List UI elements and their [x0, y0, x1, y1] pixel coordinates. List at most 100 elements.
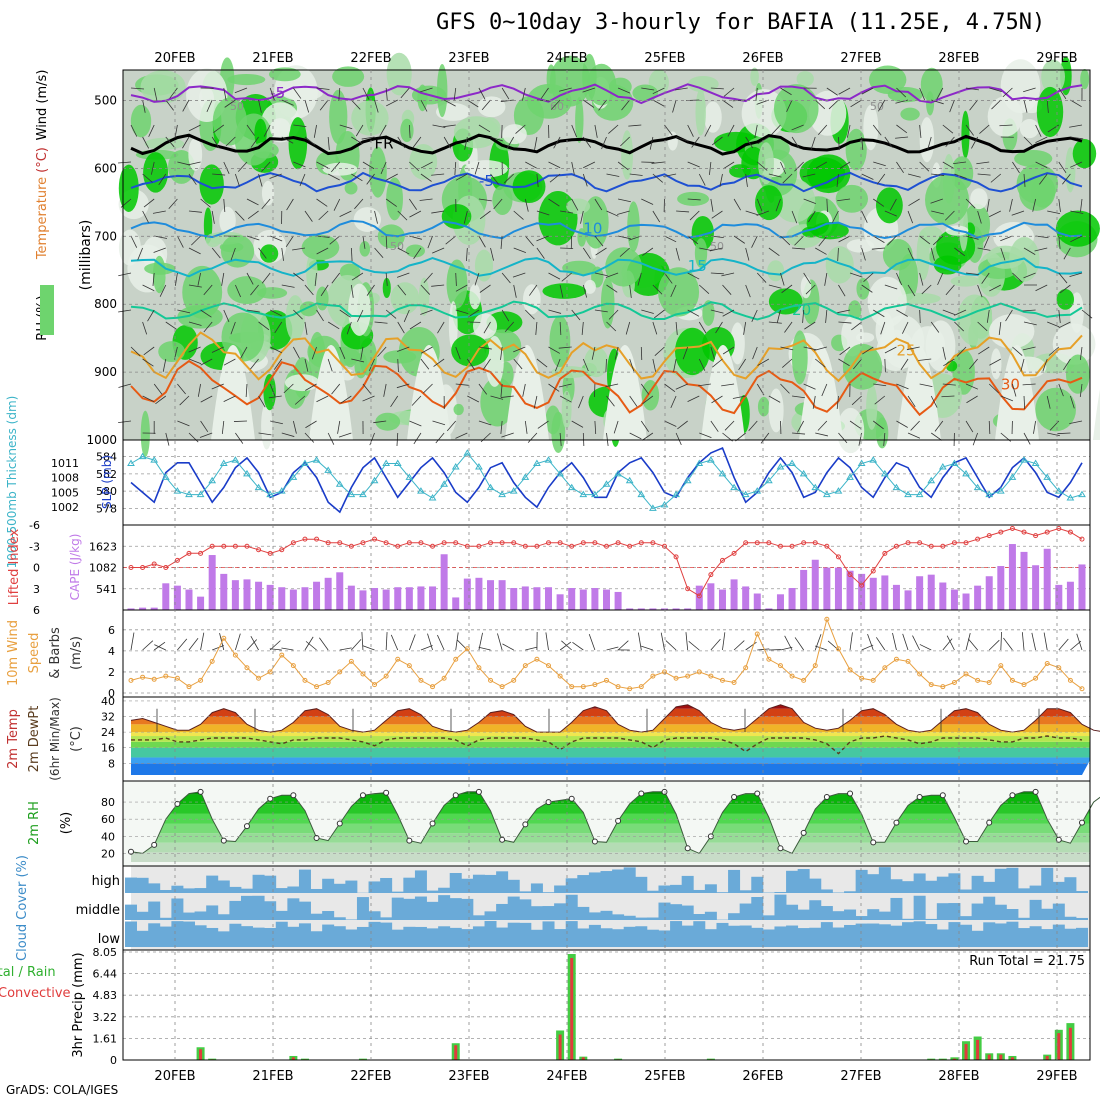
rh-point	[268, 796, 273, 801]
wind-axis-label: Wind (m/s)	[35, 70, 50, 141]
cloud-cover-bar	[334, 917, 346, 920]
cape-bar	[278, 587, 285, 610]
cloud-cover-bar	[322, 911, 334, 920]
temp-axis-label-2: 2m DewPt	[27, 706, 42, 773]
precip-convective-bar	[559, 1035, 562, 1060]
cloud-cover-bar	[786, 905, 798, 920]
wind10m-barb	[943, 639, 952, 650]
rh-shade	[925, 175, 969, 225]
wind10m-barb	[618, 641, 628, 650]
rh-shade	[442, 204, 472, 229]
temp-band	[123, 717, 1090, 725]
precip-convective-bar	[1069, 1028, 1072, 1060]
cloud-cover-bar	[856, 924, 868, 947]
cloud-cover-bar	[821, 906, 833, 920]
cloud-cover-bar	[890, 926, 902, 947]
cloud-cover-bar	[601, 871, 613, 893]
cloud-cover-bar	[369, 881, 381, 893]
cape-bar	[870, 578, 877, 610]
rh-shade	[989, 314, 1034, 348]
cloud-cover-bar	[1053, 904, 1065, 920]
cloud-cover-bar	[380, 878, 392, 893]
rh-point	[755, 791, 760, 796]
wind10m-axis-label-4: (m/s)	[69, 636, 84, 670]
rh-shade	[621, 130, 633, 179]
isotherm-label: 20	[792, 301, 811, 319]
cloud-cover-bar	[751, 897, 763, 920]
cloud-cover-bar	[148, 923, 160, 947]
isotherm-label: 25	[896, 342, 915, 360]
cloud-cover-bar	[705, 912, 717, 920]
cape-bar	[533, 587, 540, 610]
rh-shade	[492, 185, 512, 215]
rh-shade	[478, 96, 506, 117]
rh-shade	[1073, 139, 1096, 168]
cloud-cover-bar	[960, 890, 972, 893]
cloud-cover-bar	[612, 914, 624, 920]
cloud-cover-bar	[369, 911, 381, 920]
cape-bar	[255, 582, 262, 610]
thickness-point	[708, 457, 714, 462]
cloud-cover-bar	[461, 899, 473, 920]
cloud-cover-bar	[438, 888, 450, 893]
cloud-cover-bar	[1006, 922, 1018, 947]
rh2m-axis-label-1: 2m RH	[27, 801, 42, 845]
cloud-cover-bar	[496, 871, 508, 893]
cloud-cover-bar	[160, 918, 172, 920]
cloud-cover-bar	[693, 890, 705, 893]
cloud-cover-bar	[287, 927, 299, 947]
rh-point	[221, 838, 226, 843]
rh-shade	[926, 91, 934, 115]
cloud-cover-bar	[496, 904, 508, 920]
wind10m-barb	[1022, 632, 1024, 650]
cloud-cover-bar	[890, 879, 902, 893]
cloud-cover-bar	[345, 919, 357, 920]
cloud-cover-bar	[543, 906, 555, 920]
cloud-cover-bar	[670, 921, 682, 947]
cloud-cover-bar	[867, 909, 879, 920]
cloud-cover-bar	[705, 884, 717, 893]
cloud-cover-bar	[960, 925, 972, 947]
x-tick-label-top: 21FEB	[252, 51, 293, 66]
celsius-axis-label: (°C)	[35, 147, 50, 173]
cloud-cover-bar	[171, 898, 183, 920]
cloud-cover-bar	[1006, 868, 1018, 893]
rh-point	[917, 794, 922, 799]
cloud-cover-bar	[786, 926, 798, 947]
cloud-cover-bar	[485, 875, 497, 893]
rh-point	[337, 821, 342, 826]
rh-contour-label: 50	[390, 240, 404, 253]
cape-tick-label: 1623	[89, 540, 117, 553]
cloud-cover-bar	[195, 925, 207, 947]
rh-point	[732, 794, 737, 799]
cape-bar	[731, 579, 738, 610]
cloud-cover-bar	[1064, 929, 1076, 947]
cloud-cover-bar	[601, 928, 613, 947]
rh-shade	[332, 66, 364, 86]
cloud-cover-bar	[508, 923, 520, 947]
cloud-cover-bar	[856, 916, 868, 920]
cape-axis-label: CAPE (J/kg)	[68, 534, 82, 601]
cloud-cover-bar	[473, 915, 485, 920]
cloud-cover-bar	[728, 870, 740, 893]
rh-shade	[758, 397, 770, 417]
cloud-cover-bar	[311, 931, 323, 947]
cloud-cover-bar	[345, 930, 357, 947]
cloud-cover-bar	[241, 896, 253, 920]
cloud-cover-bar	[241, 889, 253, 893]
precip-legend-total: Total / Rain	[0, 965, 56, 980]
rh-legend-swatch	[40, 285, 54, 335]
rh-shade	[917, 230, 930, 280]
rh-shade	[774, 84, 819, 133]
precip-convective-bar	[454, 1045, 457, 1060]
precip-convective-bar	[988, 1055, 991, 1060]
cloud-cover-bar	[566, 878, 578, 893]
cloud-cover-bar	[1030, 900, 1042, 920]
rh-shade	[846, 129, 867, 171]
wind10m-barb	[815, 646, 827, 650]
x-tick-label-bottom: 23FEB	[448, 1069, 489, 1084]
cloud-cover-bar	[206, 905, 218, 920]
rh-shade	[473, 313, 497, 339]
cloud-cover-bar	[531, 930, 543, 947]
precip-convective-bar	[199, 1049, 202, 1060]
